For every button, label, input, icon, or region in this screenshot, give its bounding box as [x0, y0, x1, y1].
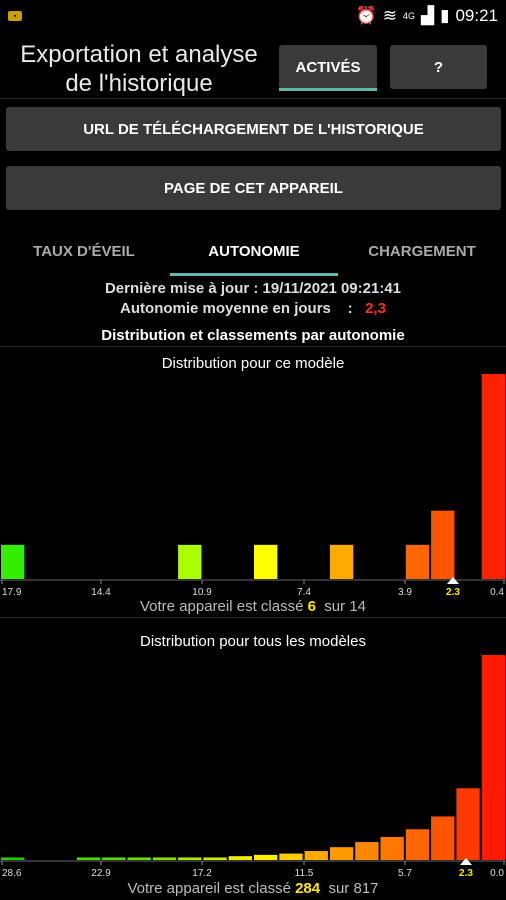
- bar-4: [405, 544, 430, 579]
- chart1-rank-label: Votre appareil est classé: [140, 598, 304, 615]
- tab-autonomy[interactable]: AUTONOMIE: [208, 242, 300, 260]
- bar-15: [431, 816, 455, 860]
- bar-2: [254, 544, 278, 579]
- bar-13: [380, 836, 404, 860]
- section-divider: [0, 346, 506, 347]
- bar-9: [279, 853, 303, 860]
- tick-label-4: 5.7: [398, 868, 412, 879]
- tick-label-6: 0.0: [490, 868, 504, 879]
- avg-autonomy-label: Autonomie moyenne en jours: [120, 300, 331, 317]
- chart1-rank: Votre appareil est classé 6 sur 14: [0, 598, 506, 615]
- device-position-marker: [447, 577, 459, 584]
- wifi-icon: ≋: [382, 6, 397, 25]
- avg-autonomy-sep: :: [347, 300, 353, 317]
- bar-4: [152, 857, 177, 860]
- page-title-line1: Exportation et analyse: [20, 41, 258, 68]
- page-title-line2: de l'historique: [65, 70, 213, 97]
- bar-0: [1, 857, 25, 860]
- bar-10: [304, 851, 328, 860]
- bar-6: [203, 857, 227, 860]
- tick-label-1: 22.9: [91, 868, 111, 879]
- bar-11: [329, 847, 354, 860]
- chart1-title: Distribution pour ce modèle: [161, 355, 345, 372]
- chart1-rank-value: 6: [307, 598, 316, 615]
- section-title: Distribution et classements par autonomi…: [101, 327, 405, 344]
- last-update-label: Dernière mise à jour :: [104, 280, 259, 297]
- avg-autonomy-line: Autonomie moyenne en jours : 2,3: [0, 300, 506, 317]
- tab-charging[interactable]: CHARGEMENT: [368, 242, 476, 260]
- bar-14: [405, 829, 430, 860]
- tick-label-2: 17.2: [192, 868, 212, 879]
- page-title: Exportation et analyse de l'historique: [8, 40, 270, 98]
- bar-5: [178, 857, 202, 860]
- chart1-rank-sep: sur: [324, 598, 346, 615]
- bar-1: [76, 857, 101, 860]
- app-header: Exportation et analyse de l'historique A…: [0, 34, 506, 98]
- bar-7: [228, 856, 252, 860]
- bar-0: [1, 544, 25, 579]
- tick-label-0: 17.9: [2, 587, 22, 598]
- notification-icon: ▪: [8, 11, 22, 21]
- tick-label-1: 14.4: [91, 587, 111, 598]
- tick-label-2: 10.9: [192, 587, 212, 598]
- battery-icon: ▮: [440, 6, 450, 25]
- device-page-button[interactable]: PAGE DE CET APPAREIL: [6, 166, 501, 210]
- device-position-marker: [460, 858, 472, 865]
- bar-17: [481, 655, 505, 860]
- chart1-rank-total: 14: [349, 598, 366, 615]
- chart-all-models: 28.6 22.9 17.2 11.5 5.7 2.3 0.0: [0, 655, 506, 879]
- tab-wake-rate[interactable]: TAUX D'ÉVEIL: [33, 242, 135, 260]
- tick-label-3: 11.5: [295, 868, 314, 879]
- tick-label-0: 28.6: [2, 868, 22, 879]
- chart2-title: Distribution pour tous les modèles: [140, 633, 366, 650]
- last-update-line: Dernière mise à jour : 19/11/2021 09:21:…: [0, 280, 506, 297]
- bar-2: [102, 857, 126, 860]
- chart2-rank-sep: sur: [328, 880, 350, 897]
- bar-3: [329, 544, 354, 579]
- bar-12: [355, 842, 379, 860]
- alarm-icon: ⏰: [355, 6, 377, 25]
- avg-autonomy-value: 2,3: [365, 300, 386, 317]
- tick-label-6: 0.4: [490, 587, 504, 598]
- help-button[interactable]: ?: [390, 45, 487, 89]
- tick-label-5: 2.3: [446, 587, 460, 598]
- clock: 09:21: [455, 6, 498, 25]
- bar-6: [481, 374, 505, 579]
- chart2-rank-value: 284: [295, 880, 321, 897]
- bar-5: [431, 510, 455, 579]
- last-update-value: 19/11/2021 09:21:41: [262, 280, 402, 297]
- bar-16: [456, 788, 480, 860]
- download-url-button[interactable]: URL DE TÉLÉCHARGEMENT DE L'HISTORIQUE: [6, 107, 501, 151]
- actives-button[interactable]: ACTIVÉS: [279, 45, 377, 91]
- chart2-rank-total: 817: [353, 880, 379, 897]
- tick-label-5: 2.3: [459, 868, 473, 879]
- signal-icon: ▟: [421, 6, 435, 25]
- status-bar: ▪ ⏰ ≋ 4G ▟ ▮ 09:21: [0, 0, 506, 32]
- bar-3: [127, 857, 151, 860]
- active-tab-indicator: [170, 273, 338, 276]
- tab-bar: TAUX D'ÉVEIL AUTONOMIE CHARGEMENT: [0, 226, 506, 276]
- bar-1: [178, 544, 202, 579]
- chart2-rank: Votre appareil est classé 284 sur 817: [0, 880, 506, 897]
- tick-label-4: 3.9: [398, 587, 412, 598]
- bar-8: [254, 854, 278, 860]
- network-type: 4G: [403, 11, 416, 21]
- chart-this-model: 17.9 14.4 10.9 7.4 3.9 2.3 0.4: [0, 374, 506, 598]
- chart-divider: [0, 617, 506, 618]
- tick-label-3: 7.4: [297, 587, 311, 598]
- chart2-rank-label: Votre appareil est classé: [127, 880, 291, 897]
- header-divider: [0, 98, 506, 99]
